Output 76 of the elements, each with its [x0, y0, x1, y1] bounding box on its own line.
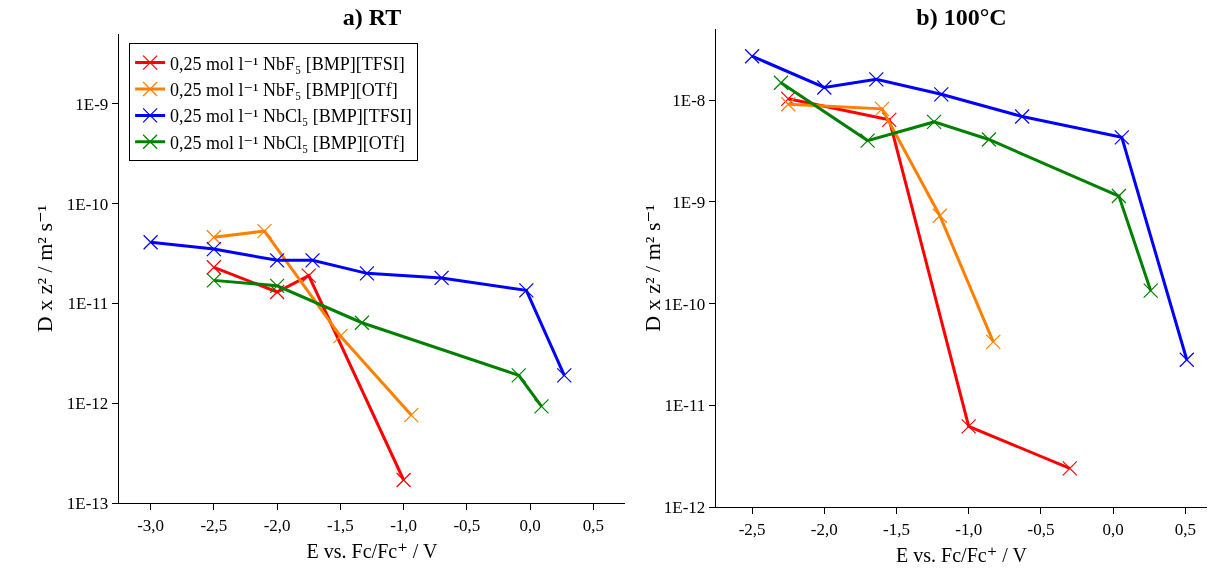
x-tick-label: -1,5: [883, 519, 910, 539]
point: [780, 91, 796, 107]
point: [206, 272, 222, 288]
point: [1114, 129, 1130, 145]
x-tick-label: -3,0: [137, 515, 165, 535]
point: [403, 407, 419, 423]
point: [933, 86, 949, 102]
point: [860, 132, 876, 149]
y-tick-label: 1E-9: [75, 94, 109, 114]
y-axis-title: D x z² / m² s⁻¹: [31, 204, 57, 333]
x-tick-label: -2,0: [810, 519, 838, 539]
point: [269, 252, 285, 268]
chart-title: a) RT: [342, 4, 402, 31]
point: [773, 75, 789, 91]
point: [556, 367, 572, 383]
x-tick-label: -2,5: [200, 515, 228, 535]
point: [932, 208, 948, 224]
x-tick-label: 0,0: [519, 515, 541, 535]
y-tick-label: 1E-12: [66, 394, 109, 414]
legend-label: 0,25 mol l⁻¹ NbCl₅ [BMP][OTf]: [170, 132, 405, 153]
chart-title: b) 100°C: [916, 4, 1007, 31]
point: [359, 265, 375, 281]
legend-label: 0,25 mol l⁻¹ NbCl₅ [BMP][TFSI]: [170, 106, 412, 127]
y-tick-label: 1E-8: [672, 91, 706, 111]
legend-label: 0,25 mol l⁻¹ NbF₅ [BMP][OTf]: [170, 80, 398, 100]
point: [961, 418, 977, 434]
point: [780, 96, 796, 112]
point: [868, 71, 884, 87]
point: [744, 48, 760, 64]
point: [1014, 108, 1030, 125]
point: [269, 284, 285, 300]
point: [143, 234, 159, 250]
point: [256, 223, 273, 239]
legend-label: 0,25 mol l⁻¹ NbF₅ [BMP][TFSI]: [170, 53, 405, 74]
y-tick-label: 1E-11: [664, 396, 706, 416]
point: [304, 252, 321, 268]
y-tick-label: 1E-12: [663, 497, 706, 517]
point: [332, 328, 348, 344]
x-tick-label: 0,5: [582, 515, 605, 535]
point: [926, 114, 942, 130]
point: [1111, 188, 1127, 204]
x-tick-label: 0,5: [1174, 519, 1196, 539]
x-tick-label: -1,0: [390, 515, 418, 535]
point: [206, 241, 222, 257]
point: [206, 229, 222, 245]
point: [981, 131, 997, 148]
x-tick-label: -1,0: [955, 519, 983, 539]
point: [1179, 352, 1195, 368]
x-tick-label: -2,0: [263, 515, 291, 535]
point: [1143, 283, 1159, 299]
point: [1062, 460, 1078, 476]
y-tick-label: 1E-9: [672, 192, 706, 212]
x-axis-title: E vs. Fc/Fc⁺ / V: [896, 544, 1028, 567]
point: [533, 398, 550, 414]
y-tick-label: 1E-11: [67, 294, 109, 314]
y-tick-label: 1E-10: [66, 194, 109, 214]
point: [301, 267, 317, 284]
y-axis-title: D x z² / m² s⁻¹: [640, 204, 665, 332]
x-tick-label: -0,5: [453, 515, 481, 535]
point: [985, 334, 1001, 350]
point: [433, 270, 450, 286]
point: [354, 315, 370, 331]
x-tick-label: -2,5: [738, 519, 766, 539]
x-axis-title: E vs. Fc/Fc⁺ / V: [306, 540, 438, 563]
x-tick-label: -1,5: [326, 515, 354, 535]
y-tick-label: 1E-13: [66, 493, 109, 513]
point: [269, 278, 285, 294]
point: [518, 282, 534, 298]
point: [816, 79, 832, 96]
x-tick-label: 0,0: [1102, 519, 1124, 539]
point: [511, 367, 527, 383]
point: [206, 259, 222, 275]
x-tick-label: -0,5: [1027, 519, 1055, 539]
point: [874, 101, 890, 117]
point: [396, 472, 412, 488]
y-tick-label: 1E-10: [663, 294, 706, 314]
